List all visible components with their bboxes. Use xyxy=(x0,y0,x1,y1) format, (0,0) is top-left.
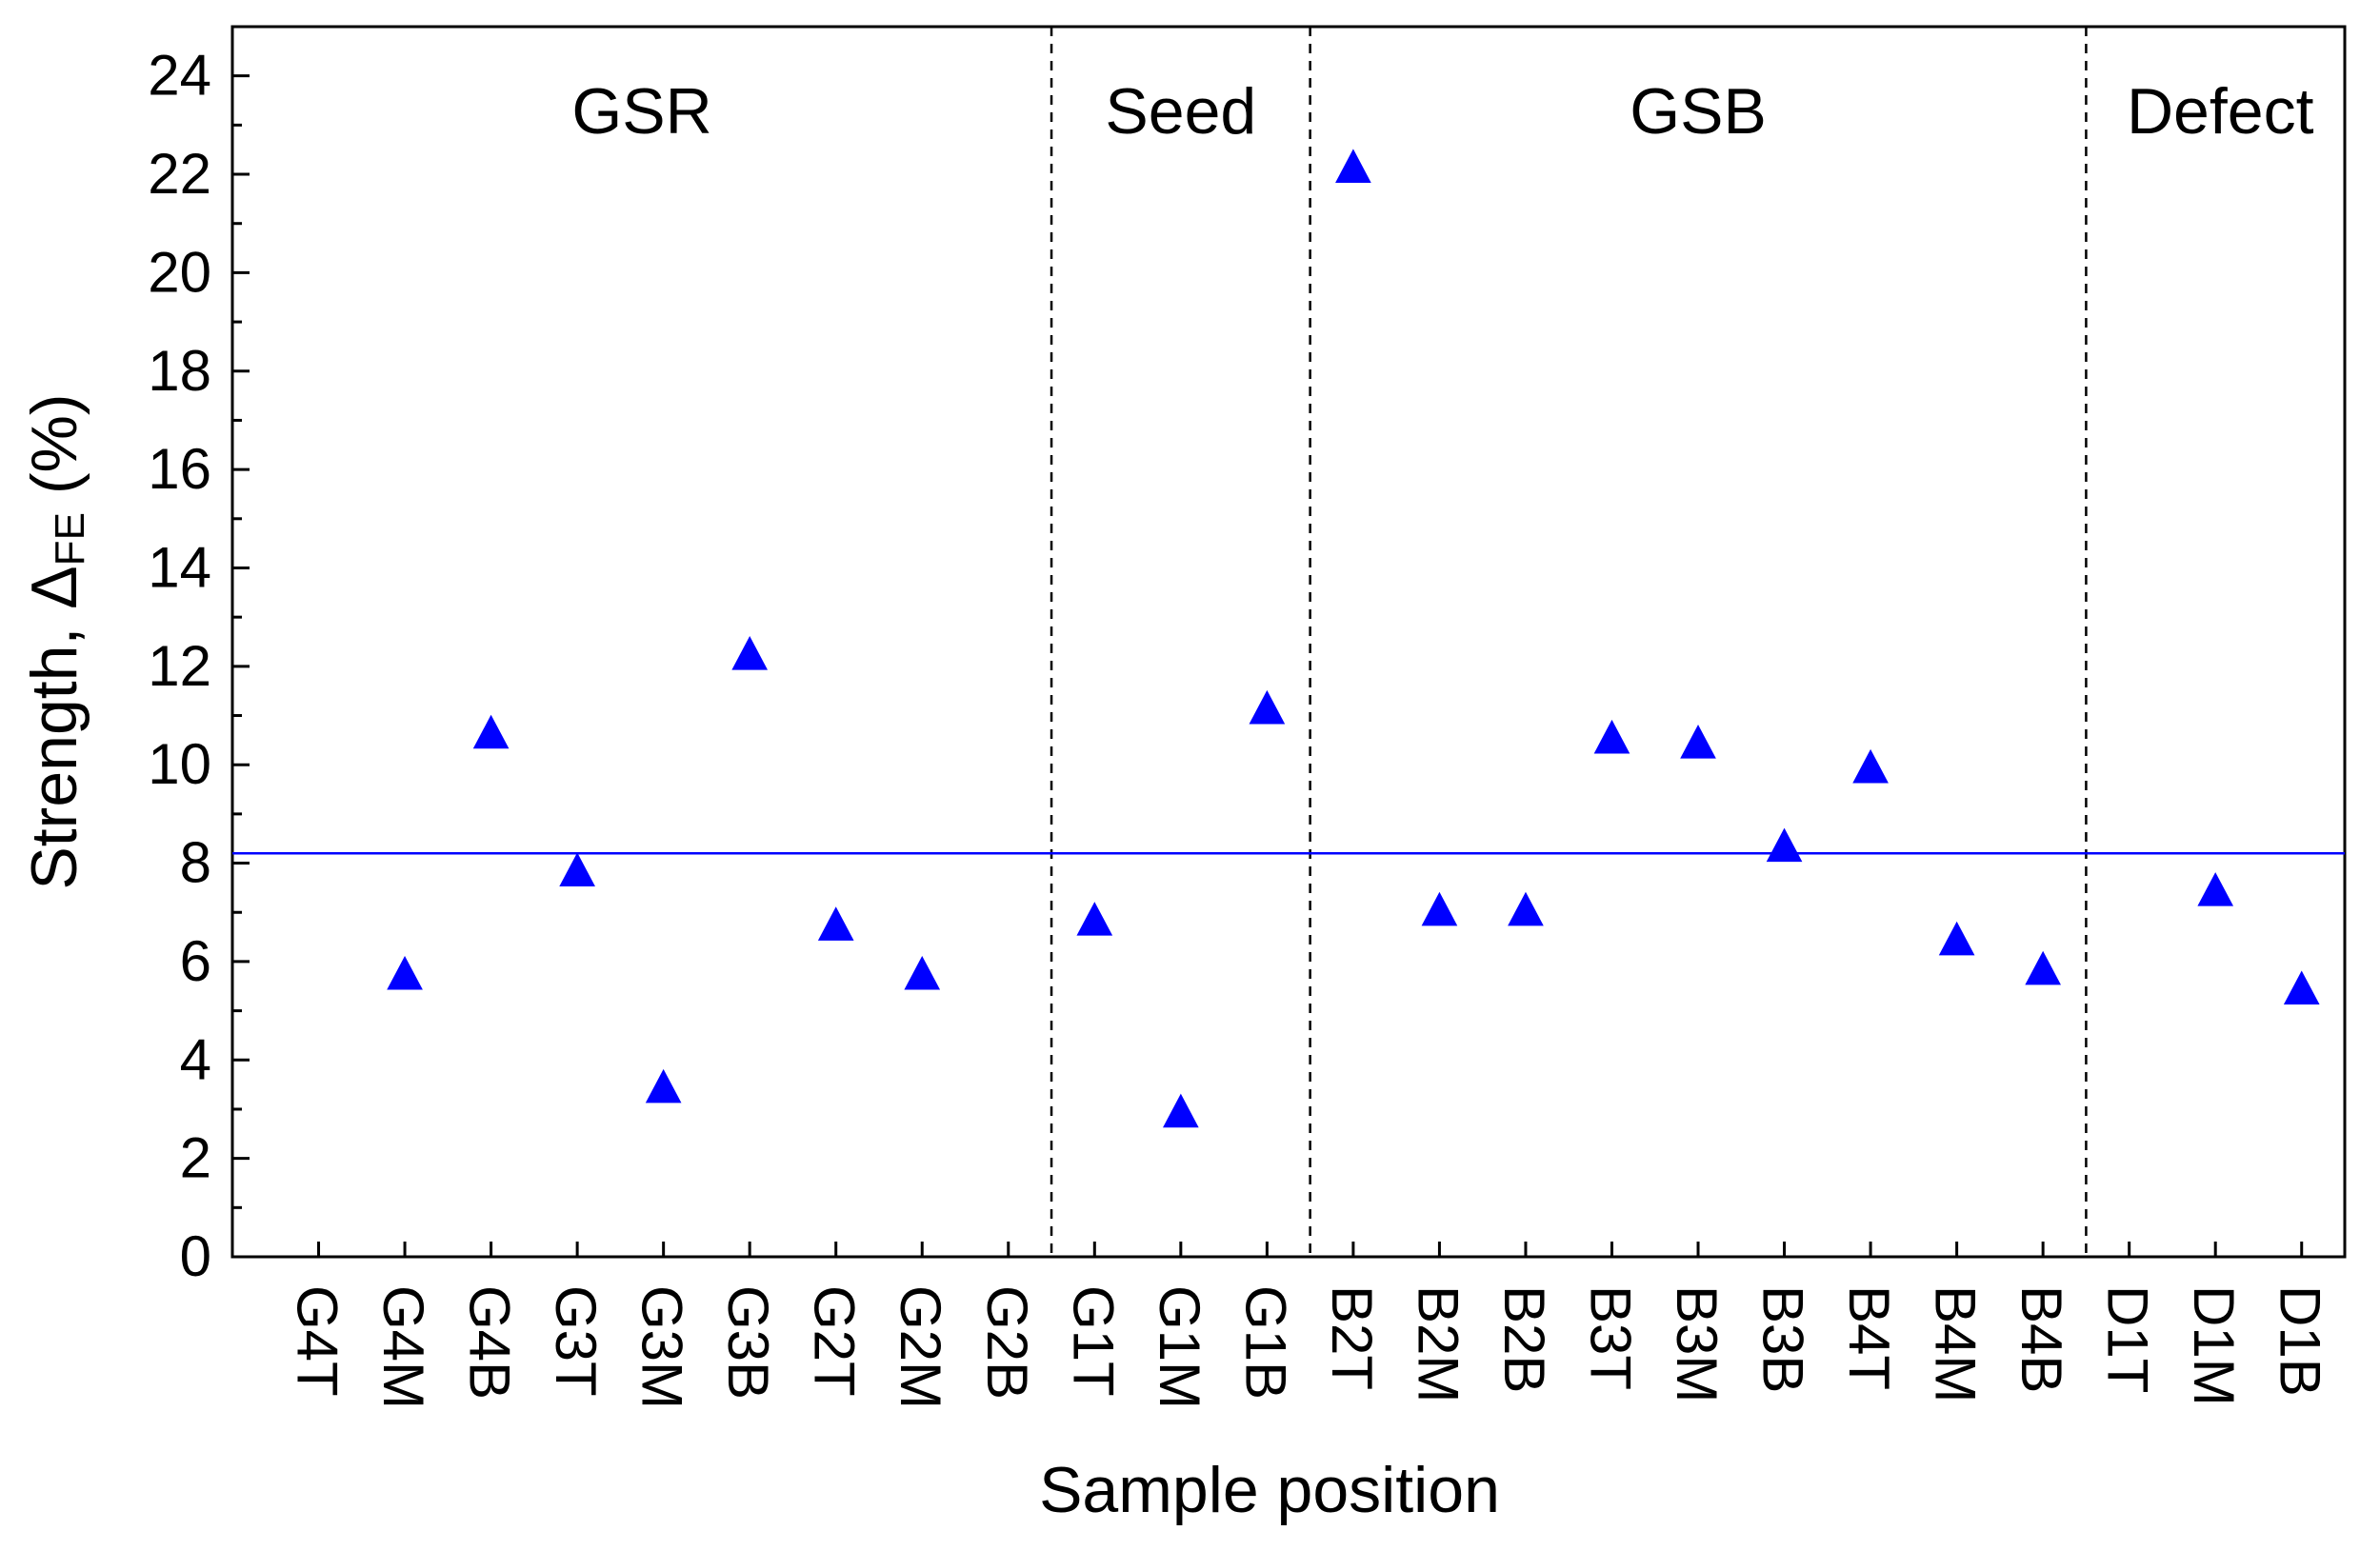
y-axis-title: Strength, ΔFE (%) xyxy=(18,393,93,889)
y-tick-label: 12 xyxy=(148,634,211,698)
data-point xyxy=(2283,970,2320,1005)
x-tick-label: D1B xyxy=(2269,1285,2332,1397)
plot-frame xyxy=(230,25,2347,1259)
data-point xyxy=(645,1068,682,1104)
y-tick-label: 0 xyxy=(180,1224,211,1288)
x-tick-label: B3M xyxy=(1665,1285,1729,1402)
x-tick-label: B4B xyxy=(2010,1285,2073,1393)
x-tick-label: G3M xyxy=(630,1285,694,1409)
y-axis-title-subscript: FE xyxy=(47,512,93,566)
y-tick-label: 4 xyxy=(180,1027,211,1091)
data-point xyxy=(904,955,941,990)
x-tick-label: G2M xyxy=(889,1285,952,1409)
region-label: GSR xyxy=(571,75,711,148)
x-tick-label: D1M xyxy=(2182,1285,2246,1406)
x-tick-label: B3T xyxy=(1578,1285,1642,1390)
data-point xyxy=(1938,921,1975,956)
data-point xyxy=(1766,827,1803,863)
x-tick-label: B2M xyxy=(1406,1285,1470,1402)
data-point xyxy=(1163,1093,1199,1128)
data-point xyxy=(387,955,423,990)
data-point xyxy=(731,636,769,670)
data-point xyxy=(559,852,595,886)
x-tick-label: D1T xyxy=(2096,1285,2160,1393)
data-point xyxy=(2025,950,2061,985)
x-tick-label: B3B xyxy=(1751,1285,1815,1393)
data-point xyxy=(1852,748,1889,784)
x-tick-label: B4M xyxy=(1924,1285,1988,1402)
x-tick-label: B2T xyxy=(1320,1285,1384,1390)
data-point xyxy=(1593,719,1630,754)
y-tick-label: 24 xyxy=(148,44,211,108)
x-axis-title: Sample position xyxy=(1039,1454,1500,1526)
x-tick-label: G3B xyxy=(716,1285,780,1400)
data-point xyxy=(1680,725,1716,759)
y-axis-title-unit: (%) xyxy=(18,393,90,512)
x-tick-label: B2B xyxy=(1492,1285,1556,1393)
region-label: Defect xyxy=(2127,75,2314,148)
data-point xyxy=(817,906,854,941)
y-axis-title-main: Strength, Δ xyxy=(18,566,90,889)
data-point xyxy=(472,714,510,749)
x-tick-label: G3T xyxy=(544,1285,608,1397)
y-tick-label: 16 xyxy=(148,437,211,501)
y-tick-label: 22 xyxy=(148,142,211,206)
y-tick-label: 18 xyxy=(148,339,211,403)
x-tick-label: G2B xyxy=(975,1285,1039,1400)
y-tick-label: 6 xyxy=(180,929,211,993)
x-tick-label: G1T xyxy=(1061,1285,1125,1397)
data-point xyxy=(1249,689,1286,725)
y-tick-label: 8 xyxy=(180,831,211,895)
data-point xyxy=(1076,902,1113,936)
x-tick-label: G4M xyxy=(371,1285,435,1409)
data-point xyxy=(1335,149,1371,183)
data-point xyxy=(1421,891,1458,926)
y-tick-label: 14 xyxy=(148,535,211,599)
y-tick-label: 20 xyxy=(148,240,211,304)
region-label: GSB xyxy=(1630,75,1767,148)
data-point xyxy=(1508,891,1544,926)
x-tick-label: G4B xyxy=(458,1285,522,1400)
region-label: Seed xyxy=(1105,75,1256,148)
x-tick-label: G4T xyxy=(286,1285,350,1397)
y-tick-label: 10 xyxy=(148,732,211,796)
x-tick-label: G2T xyxy=(803,1285,867,1397)
x-tick-label: G1B xyxy=(1233,1285,1297,1400)
y-tick-label: 2 xyxy=(180,1126,211,1190)
x-tick-label: B4T xyxy=(1837,1285,1901,1390)
x-tick-label: G1M xyxy=(1148,1285,1211,1409)
data-point xyxy=(2197,872,2234,906)
